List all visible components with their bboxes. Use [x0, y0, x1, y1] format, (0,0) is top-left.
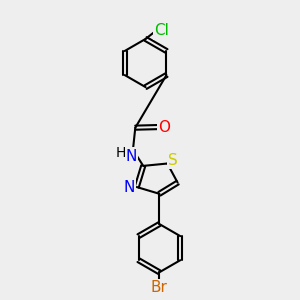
Text: N: N	[126, 149, 137, 164]
Text: Cl: Cl	[154, 23, 169, 38]
Text: Br: Br	[151, 280, 168, 295]
Text: H: H	[116, 146, 126, 160]
Text: N: N	[124, 179, 135, 194]
Text: O: O	[158, 120, 170, 135]
Text: S: S	[168, 152, 178, 167]
